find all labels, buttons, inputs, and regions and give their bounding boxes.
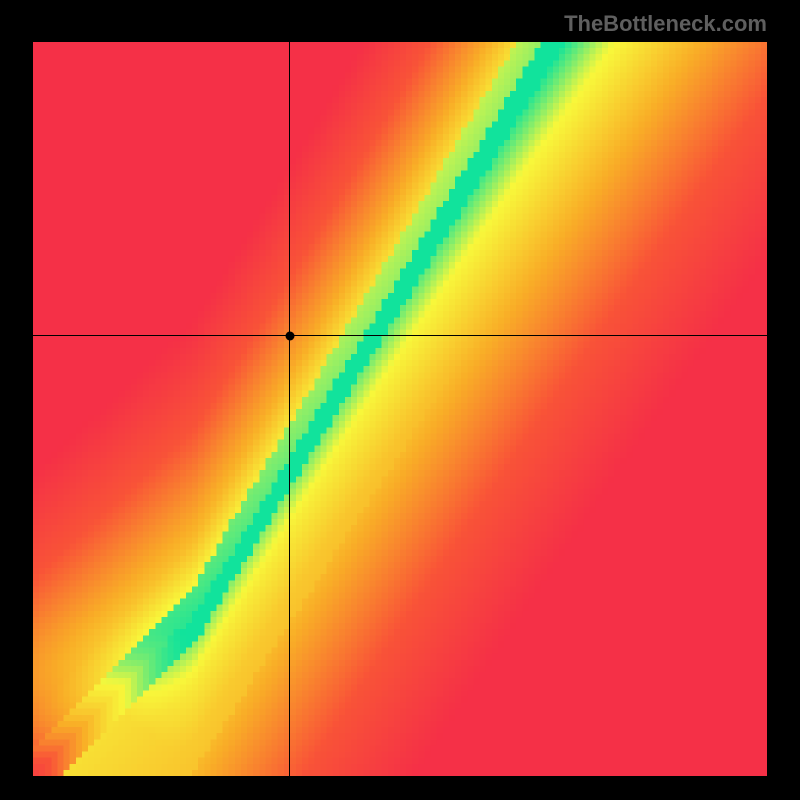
watermark-text: TheBottleneck.com: [564, 11, 767, 37]
crosshair-horizontal: [33, 335, 767, 336]
selected-point-marker: [285, 331, 294, 340]
heatmap-canvas: [33, 42, 767, 776]
crosshair-vertical: [289, 42, 290, 776]
chart-container: TheBottleneck.com: [0, 0, 800, 800]
plot-area: [33, 42, 767, 776]
